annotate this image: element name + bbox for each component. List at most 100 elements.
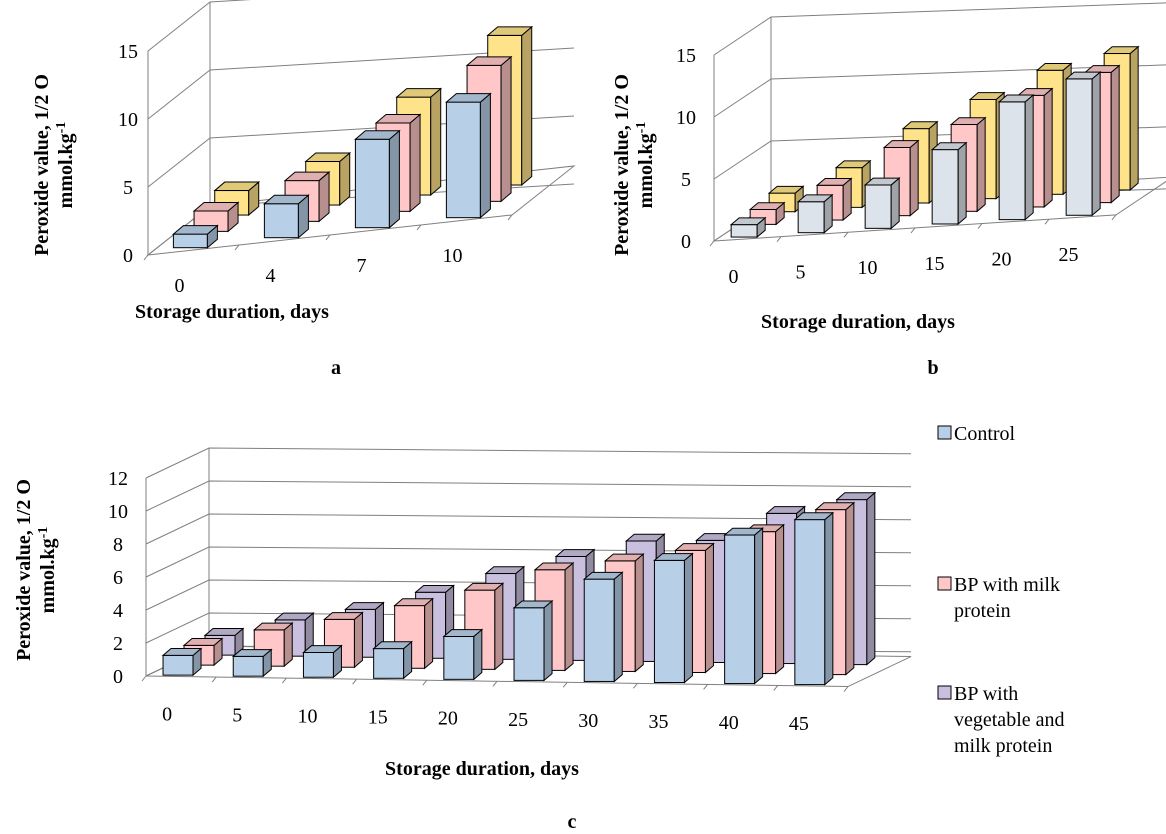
x-tick-mark [977, 223, 983, 229]
bar-c-s0-c0 [161, 647, 203, 677]
y-tick-label: 10 [676, 107, 696, 129]
x-tick-label: 15 [368, 707, 388, 729]
x-tick-label: 20 [438, 708, 458, 730]
chart-panel-b: 0 5 10 15 0 5 10 15 20 25 Storage duration, days Pe… [611, 2, 1166, 333]
x-tick-label: 20 [992, 248, 1012, 270]
y-tick-label: 2 [113, 633, 123, 655]
x-tick-label: 5 [232, 705, 242, 727]
y-tick-label: 15 [676, 45, 696, 67]
x-tick-label: 25 [508, 709, 528, 731]
x-tick-label: 45 [789, 713, 809, 735]
x-tick-mark [709, 240, 715, 247]
x-tick-label: 4 [266, 265, 276, 287]
y-tick-label: 12 [108, 468, 128, 490]
y-tick-label: 0 [123, 245, 133, 267]
y-tick-label: 10 [108, 501, 128, 523]
x-tick-mark [1044, 218, 1050, 225]
legend-label-vegmilk: BP with vegetable and milk protein [954, 683, 1065, 757]
bar-c-s0-c6 [582, 571, 624, 683]
chart-panel-a: 0 5 10 15 0 4 7 10 Storage duration, days Peroxid… [31, 0, 576, 323]
bar-a-s0-c2 [354, 129, 401, 229]
y-tick-label: 10 [118, 109, 138, 131]
legend-swatch-milk [937, 576, 952, 591]
bar-b-s0-c0 [729, 216, 767, 239]
y-tick-label: 6 [113, 567, 123, 589]
x-tick-mark [633, 683, 638, 689]
x-tick-mark [143, 254, 149, 261]
bar-c-s0-c5 [512, 599, 554, 682]
x-tick-mark [492, 680, 498, 687]
x-tick-mark [703, 684, 708, 690]
bars-a [172, 25, 534, 249]
bar-a-s0-c1 [263, 194, 310, 239]
legend-label-control: Control [954, 423, 1016, 445]
bar-c-s0-c2 [302, 644, 343, 679]
gridline [145, 447, 912, 479]
panel-label-a: a [331, 357, 341, 379]
bars-c [161, 491, 877, 686]
x-tick-mark [211, 676, 217, 683]
x-tick-label: 35 [649, 711, 669, 733]
bar-a-s0-c3 [445, 92, 492, 219]
bar-c-s0-c4 [442, 628, 484, 681]
x-tick-label: 0 [175, 275, 185, 297]
bars-b [729, 45, 1140, 239]
x-axis-title-a: Storage duration, days [135, 301, 329, 323]
x-tick-mark [422, 679, 428, 686]
y-tick-label: 5 [681, 169, 691, 191]
bar-c-s0-c9 [793, 511, 835, 686]
y-tick-label: 4 [113, 600, 123, 622]
x-tick-mark [562, 682, 568, 688]
bar-a-s1-c0 [192, 201, 240, 233]
x-tick-label: 10 [443, 245, 463, 267]
x-tick-mark [1111, 214, 1117, 221]
x-tick-label: 25 [1059, 244, 1079, 266]
bar-b-s0-c3 [930, 141, 968, 226]
legend-label-milk: BP with milk protein [954, 574, 1060, 622]
chart-panel-c: 0 2 4 6 8 10 12 0 5 10 15 20 25 30 35 40 45 Storage durat… [13, 447, 912, 780]
x-tick-label: 30 [578, 710, 598, 732]
x-axis-title-c: Storage duration, days [385, 758, 579, 780]
panel-label-c: c [568, 811, 577, 833]
x-tick-mark [843, 686, 849, 692]
x-tick-mark [773, 685, 779, 691]
x-tick-label: 15 [925, 253, 945, 275]
y-tick-label: 5 [123, 177, 133, 199]
legend-swatch-control [937, 425, 952, 440]
x-tick-mark [843, 231, 849, 238]
y-tick-label: 8 [113, 534, 123, 556]
bar-c-s0-c8 [723, 527, 765, 685]
x-tick-mark [234, 244, 240, 251]
bar-a-s0-c0 [172, 224, 219, 249]
x-tick-label: 7 [357, 255, 367, 277]
bar-b-s0-c5 [1064, 70, 1102, 217]
y-tick-label: 0 [113, 666, 123, 688]
x-tick-label: 40 [719, 712, 739, 734]
bar-b-s0-c2 [863, 177, 901, 230]
bar-c-s1-c2 [323, 611, 364, 669]
y-tick-label: 15 [118, 41, 138, 63]
y-tick-label: 0 [681, 231, 691, 253]
panel-label-b: b [927, 357, 938, 379]
x-tick-mark [352, 678, 357, 685]
x-axis-title-b: Storage duration, days [761, 311, 955, 333]
x-tick-label: 0 [729, 266, 739, 288]
bar-c-s0-c3 [372, 640, 414, 680]
bar-b-s0-c1 [796, 193, 834, 234]
gridline [713, 2, 1166, 56]
legend-swatch-vegmilk [937, 685, 952, 700]
x-tick-mark [910, 227, 916, 234]
x-tick-mark [325, 234, 331, 241]
x-tick-label: 10 [858, 257, 878, 279]
x-tick-label: 0 [162, 704, 172, 726]
legend: Control BP with milk protein BP with veget… [937, 423, 1065, 757]
bar-c-s0-c1 [231, 648, 273, 678]
x-tick-mark [416, 224, 422, 231]
x-tick-mark [507, 214, 513, 221]
x-tick-label: 5 [796, 261, 806, 283]
bar-b-s0-c4 [997, 93, 1035, 221]
